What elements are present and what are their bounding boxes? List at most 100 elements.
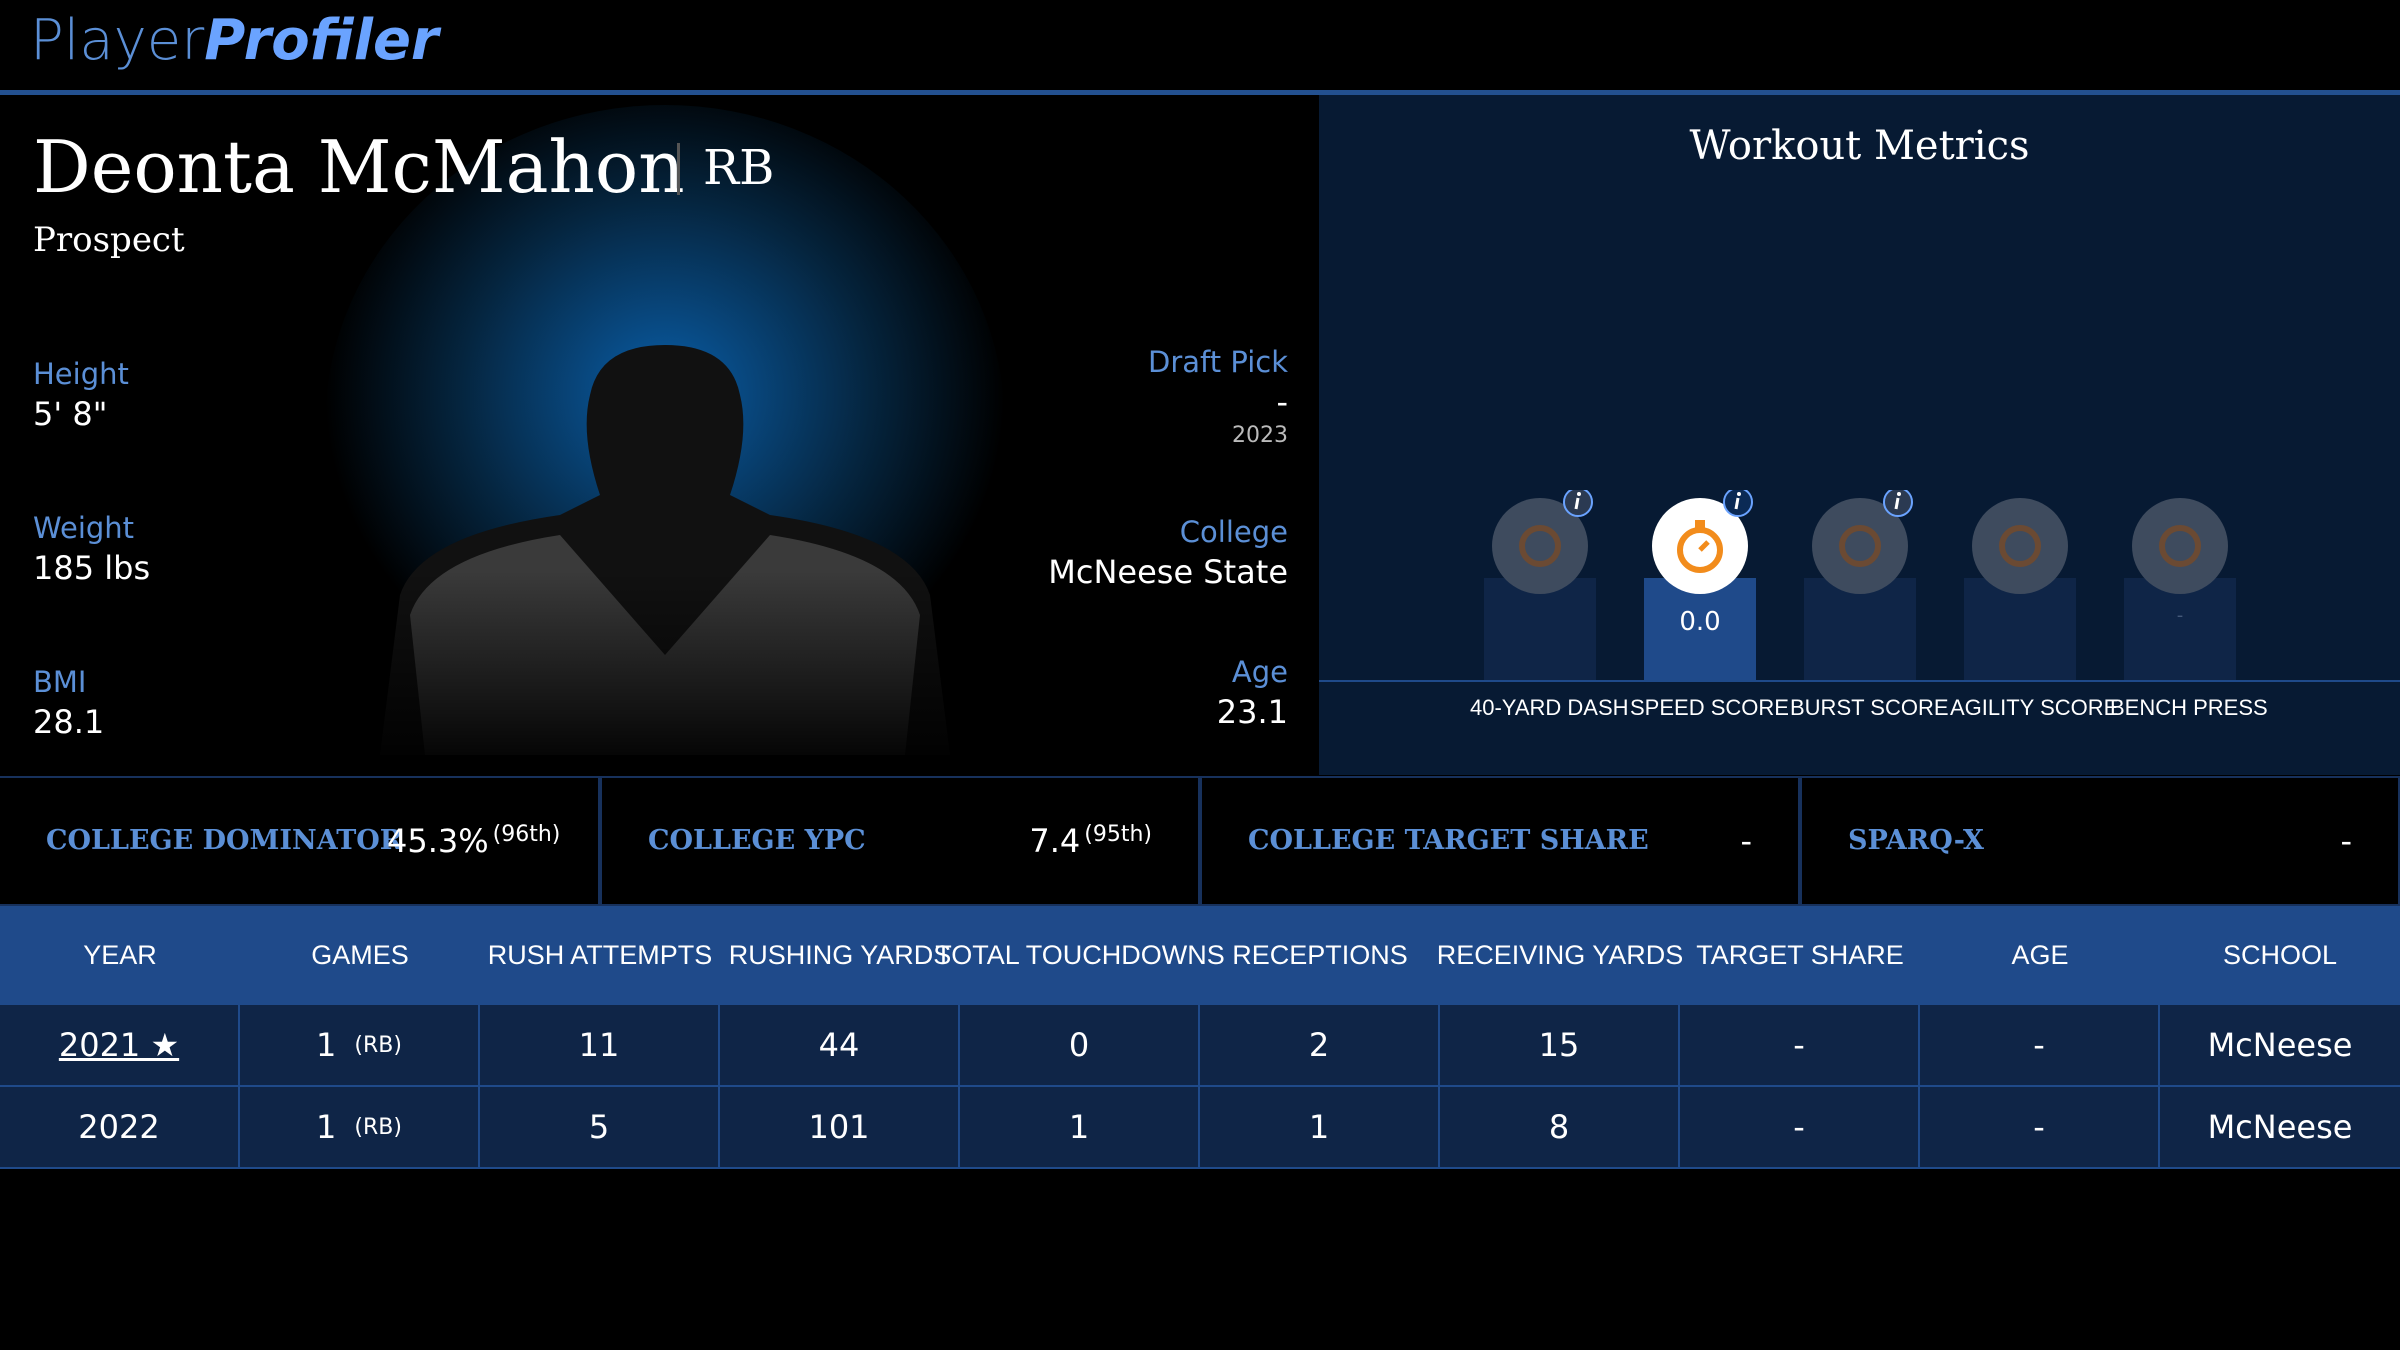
table-cell: 101 (720, 1087, 960, 1167)
games-cell: 1 (RB) (240, 1005, 480, 1085)
cell-text: McNeese (2207, 1108, 2353, 1146)
metric-label: SPEED SCORE (1630, 695, 1789, 720)
column-header: TOTAL TOUCHDOWNS (935, 940, 1225, 970)
metric-label: AGILITY SCORE (1950, 695, 2119, 720)
cell-text: 11 (578, 1026, 620, 1064)
table-cell: - (1680, 1087, 1920, 1167)
cell-text: 8 (1548, 1108, 1570, 1146)
stats-table: YEAR GAMES RUSH ATTEMPTS RUSHING YARDS TOTAL… (0, 906, 2400, 1169)
info-label: Weight (33, 511, 135, 545)
year-link: 2022 (78, 1108, 160, 1146)
cell-text: - (1793, 1108, 1805, 1146)
stat-value: 7.4 (95th) (1029, 822, 1152, 860)
table-cell: 11 (480, 1005, 720, 1085)
info-sub: 2023 (1232, 423, 1288, 448)
table-cell: - (1920, 1005, 2160, 1085)
info-label: College (1179, 515, 1288, 549)
stat-rank: (96th) (492, 822, 561, 847)
logo-player: Player (30, 8, 205, 73)
column-header: TARGET SHARE (1696, 940, 1904, 970)
table-cell: - (1680, 1005, 1920, 1085)
column-header: AGE (2011, 940, 2069, 970)
stat-value: - (1740, 822, 1752, 860)
metric-icon[interactable] (1490, 490, 1620, 600)
silhouette (0, 95, 1319, 775)
metric-label: BURST SCORE (1790, 695, 1949, 720)
stat-label: COLLEGE YPC (648, 825, 866, 856)
profile-panel: Deonta McMahon RB Prospect Height 5' 8" We… (0, 95, 1319, 775)
year-link[interactable]: 2021 ★ (58, 1026, 180, 1064)
stat-value: - (2340, 822, 2352, 860)
metric-icon[interactable] (1810, 490, 1940, 600)
column-header: SCHOOL (2222, 940, 2338, 970)
table-cell: 1 (1200, 1087, 1440, 1167)
table-cell: 15 (1440, 1005, 1680, 1085)
cell-text: - (2033, 1026, 2045, 1064)
info-value: McNeese State (1048, 553, 1288, 591)
table-cell: 8 (1440, 1087, 1680, 1167)
cell-text: 101 (808, 1108, 870, 1146)
stat-number: - (2340, 822, 2352, 860)
metric-icon[interactable] (1970, 490, 2100, 600)
games: 1 (316, 1108, 337, 1146)
player-name: Deonta McMahon (33, 125, 685, 209)
column-header: RECEPTIONS (1232, 940, 1408, 970)
stat-cell: SPARQ-X - (1800, 776, 2400, 906)
info-label: BMI (33, 665, 87, 699)
cell-text: 5 (588, 1108, 610, 1146)
column-header: RUSH ATTEMPTS (487, 940, 713, 970)
table-cell: 2 (1200, 1005, 1440, 1085)
logo[interactable]: PlayerProfiler (30, 8, 439, 73)
stats-strip: COLLEGE DOMINATOR 45.3% (96th) COLLEGE YPC 7… (0, 776, 2400, 906)
stat-cell: COLLEGE TARGET SHARE - (1200, 776, 1800, 906)
stat-label: COLLEGE DOMINATOR (46, 825, 403, 856)
workout-panel: Workout Metrics 40-YARD DASH 0.0 SPEED SCO… (1319, 95, 2400, 775)
games: 1 (316, 1026, 337, 1064)
stat-cell: COLLEGE YPC 7.4 (95th) (600, 776, 1200, 906)
table-cell: 5 (480, 1087, 720, 1167)
header-line (0, 90, 2400, 95)
info-value: - (1276, 383, 1288, 421)
table-cell: 1 (960, 1087, 1200, 1167)
games-position: (RB) (354, 1114, 402, 1140)
table-row: 2021 ★ 1 (RB) 11 44 0 2 15 - - McNeese (0, 1005, 2400, 1087)
year-cell: 2021 ★ (0, 1005, 240, 1085)
table-row: 2022 1 (RB) 5 101 1 1 8 - - McNeese (0, 1087, 2400, 1169)
metric-label: 40-YARD DASH (1470, 695, 1629, 720)
metric-icon[interactable] (2130, 490, 2260, 600)
table-cell: McNeese (2160, 1087, 2400, 1167)
stat-label: SPARQ-X (1848, 825, 1984, 856)
column-header: RECEIVING YARDS (1436, 940, 1684, 970)
stat-label: COLLEGE TARGET SHARE (1248, 825, 1649, 856)
stat-cell: COLLEGE DOMINATOR 45.3% (96th) (0, 776, 600, 906)
cell-text: - (2033, 1108, 2045, 1146)
year-cell: 2022 (0, 1087, 240, 1167)
column-header: RUSHING YARDS (728, 940, 952, 970)
metric-value: - (2176, 605, 2184, 626)
table-cell: - (1920, 1087, 2160, 1167)
cell-text: 2 (1308, 1026, 1330, 1064)
separator (677, 143, 680, 195)
cell-text: 1 (1308, 1108, 1330, 1146)
cell-text: 1 (1068, 1108, 1090, 1146)
player-position: RB (703, 140, 775, 196)
metric-label: BENCH PRESS (2110, 695, 2268, 720)
games-cell: 1 (RB) (240, 1087, 480, 1167)
metric-bar (1644, 578, 1756, 680)
column-header: YEAR (83, 940, 157, 970)
table-cell: McNeese (2160, 1005, 2400, 1085)
table-cell: 44 (720, 1005, 960, 1085)
metric-bar (1484, 578, 1596, 680)
stat-number: 7.4 (1029, 822, 1081, 860)
player-status: Prospect (33, 220, 185, 260)
logo-profiler: Profiler (204, 8, 439, 73)
metric-icon[interactable] (1650, 490, 1780, 600)
cell-text: - (1793, 1026, 1805, 1064)
metric-bar (1964, 578, 2076, 680)
stat-number: 45.3% (387, 822, 489, 860)
table-cell: 0 (960, 1005, 1200, 1085)
metric-bar (2124, 578, 2236, 680)
info-label: Age (1231, 655, 1288, 689)
games-position: (RB) (354, 1032, 402, 1058)
cell-text: 15 (1538, 1026, 1580, 1064)
